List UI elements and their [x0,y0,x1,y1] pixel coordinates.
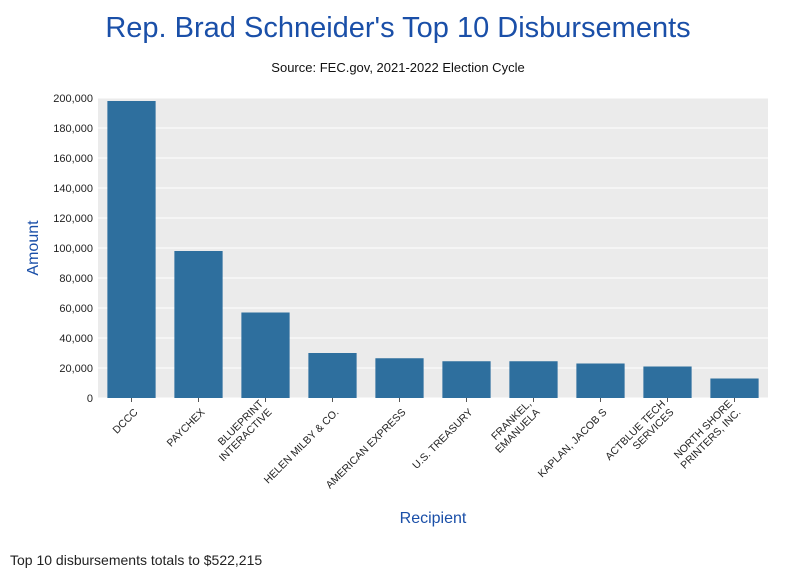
x-tick-label: ACTBLUE TECHSERVICES [603,398,676,471]
y-tick-label: 40,000 [59,333,93,345]
x-tick-label-line: KAPLAN, JACOB S [536,406,610,480]
total-summary: Top 10 disbursements totals to $522,215 [10,552,263,568]
bars [107,101,759,398]
y-tick-label: 160,000 [53,153,93,165]
y-tick-label: 140,000 [53,183,93,195]
y-axis-ticks: 0 20,000 40,000 60,000 80,000 100,000 120,000 1… [53,93,93,405]
x-tick-label: KAPLAN, JACOB S [536,406,610,480]
x-tick-label-line: U.S. TREASURY [410,406,475,471]
gridlines [98,97,768,399]
x-tick-label: DCCC [111,406,141,436]
x-tick-label-line: DCCC [111,406,141,436]
y-tick-label: 60,000 [59,303,93,315]
bar [241,312,290,398]
bar [710,378,759,398]
x-tick-label-line: HELEN MILBY & CO. [262,406,342,486]
bar [576,363,625,398]
chart-subtitle: Source: FEC.gov, 2021-2022 Election Cycl… [271,60,525,75]
bar [308,353,357,398]
y-tick-label: 120,000 [53,213,93,225]
bar [442,361,491,398]
y-tick-label: 180,000 [53,123,93,135]
bar [174,251,223,398]
y-axis-title: Amount [25,220,42,276]
bar [375,358,424,398]
y-tick-label: 200,000 [53,93,93,105]
bar [509,361,558,398]
x-tick-label: U.S. TREASURY [410,406,475,471]
x-tick-label: PAYCHEX [165,406,208,449]
x-tick-label: HELEN MILBY & CO. [262,406,342,486]
y-tick-label: 20,000 [59,363,93,375]
y-tick-label: 80,000 [59,273,93,285]
bar-chart: 0 20,000 40,000 60,000 80,000 100,000 120,000 1… [25,93,768,527]
x-tick-label: FRANKEL,EMANUELA [485,398,543,456]
bar [107,101,156,398]
y-tick-label: 0 [87,393,93,405]
x-tick-label-line: PAYCHEX [165,406,208,449]
x-axis-title: Recipient [400,510,467,527]
x-tick-label: NORTH SHOREPRINTERS, INC. [670,398,743,471]
bar [643,366,692,398]
chart-title: Rep. Brad Schneider's Top 10 Disbursemen… [105,12,691,44]
x-tick-label: BLUEPRINTINTERACTIVE [208,398,274,464]
y-tick-label: 100,000 [53,243,93,255]
